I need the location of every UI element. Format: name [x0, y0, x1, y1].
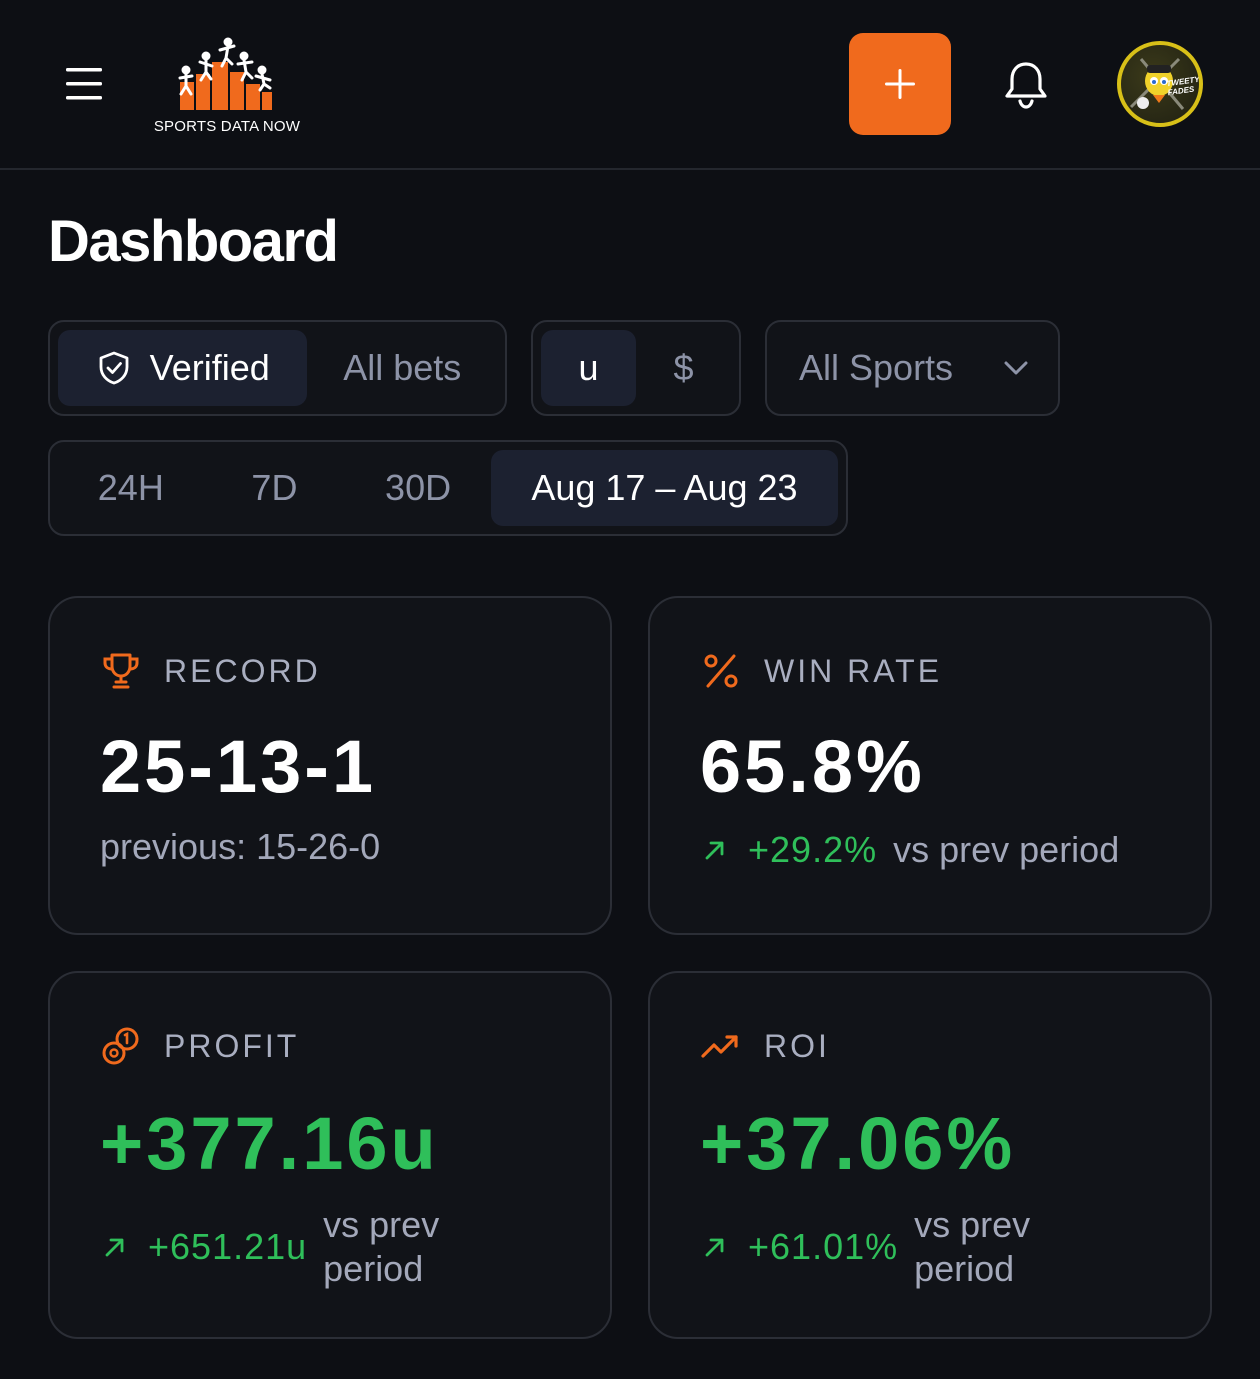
roi-card: ROI +37.06% +61.01% vs prev period: [648, 971, 1212, 1339]
profit-label: PROFIT: [164, 1027, 300, 1064]
hamburger-menu-icon[interactable]: [64, 64, 104, 104]
arrow-up-right-icon: [705, 841, 724, 860]
record-value: 25-13-1: [100, 725, 377, 808]
period-selector: 24H 7D 30D Aug 17 – Aug 23: [48, 440, 848, 536]
arrow-up-right-icon: [705, 1238, 724, 1257]
logo-text: SPORTS DATA NOW: [153, 118, 301, 135]
roi-label: ROI: [764, 1027, 830, 1064]
sport-select-value: All Sports: [799, 347, 954, 388]
verified-label: Verified: [149, 347, 270, 388]
units-label: u: [578, 347, 599, 388]
units-tab[interactable]: u: [541, 330, 636, 406]
profit-delta-value: +651.21u: [148, 1226, 308, 1267]
bell-icon[interactable]: [1000, 58, 1052, 110]
win-rate-delta-text: vs prev period: [893, 829, 1120, 870]
win-rate-delta: +29.2% vs prev period: [702, 828, 1119, 872]
period-tab-30d[interactable]: 30D: [345, 450, 491, 526]
roi-value: +37.06%: [700, 1102, 1016, 1185]
roi-delta-text: vs prev period: [914, 1204, 1031, 1289]
record-label: RECORD: [164, 652, 321, 689]
roi-delta: +61.01% vs prev period: [702, 1203, 1044, 1291]
dollars-tab[interactable]: $: [636, 330, 731, 406]
period-tab-24h[interactable]: 24H: [58, 450, 204, 526]
sport-select[interactable]: All Sports: [765, 320, 1060, 416]
shield-check-icon: [99, 351, 129, 385]
trophy-icon: [103, 653, 139, 689]
dollars-label: $: [673, 347, 694, 388]
arrow-up-right-icon: [105, 1238, 124, 1257]
period-label: 30D: [385, 467, 452, 508]
period-label: Aug 17 – Aug 23: [531, 467, 798, 508]
verified-tab[interactable]: Verified: [58, 330, 308, 406]
win-rate-value: 65.8%: [700, 725, 925, 808]
profit-delta: +651.21u vs prev period: [102, 1203, 453, 1291]
plus-icon: [885, 69, 915, 99]
record-previous: previous: 15-26-0: [100, 826, 381, 867]
trending-up-icon: [701, 1035, 738, 1058]
percent-icon: [704, 654, 738, 688]
period-tab-7d[interactable]: 7D: [204, 450, 346, 526]
app-logo[interactable]: SPORTS DATA NOW: [150, 32, 310, 140]
unit-toggle: u $: [531, 320, 741, 416]
chevron-down-icon: [1004, 361, 1028, 375]
add-button[interactable]: [849, 33, 951, 135]
win-rate-label: WIN RATE: [764, 652, 943, 689]
period-tab-custom-range[interactable]: Aug 17 – Aug 23: [490, 450, 838, 526]
record-card: RECORD 25-13-1 previous: 15-26-0: [48, 596, 612, 935]
period-label: 24H: [97, 467, 164, 508]
avatar[interactable]: TWEETY FADES: [1117, 41, 1203, 127]
page-title: Dashboard: [48, 209, 339, 274]
coins-icon: [102, 1027, 139, 1065]
win-rate-delta-value: +29.2%: [748, 829, 878, 870]
profit-card: PROFIT +377.16u +651.21u vs prev period: [48, 971, 612, 1339]
period-label: 7D: [251, 467, 298, 508]
profit-value: +377.16u: [100, 1102, 439, 1185]
all-bets-tab[interactable]: All bets: [307, 330, 497, 406]
profit-delta-text: vs prev period: [323, 1204, 440, 1289]
bet-filter-toggle: Verified All bets: [48, 320, 507, 416]
win-rate-card: WIN RATE 65.8% +29.2% vs prev period: [648, 596, 1212, 935]
top-bar: SPORTS DATA NOW TWEETY FADES: [0, 0, 1260, 170]
roi-delta-value: +61.01%: [748, 1226, 899, 1267]
all-bets-label: All bets: [343, 347, 462, 388]
